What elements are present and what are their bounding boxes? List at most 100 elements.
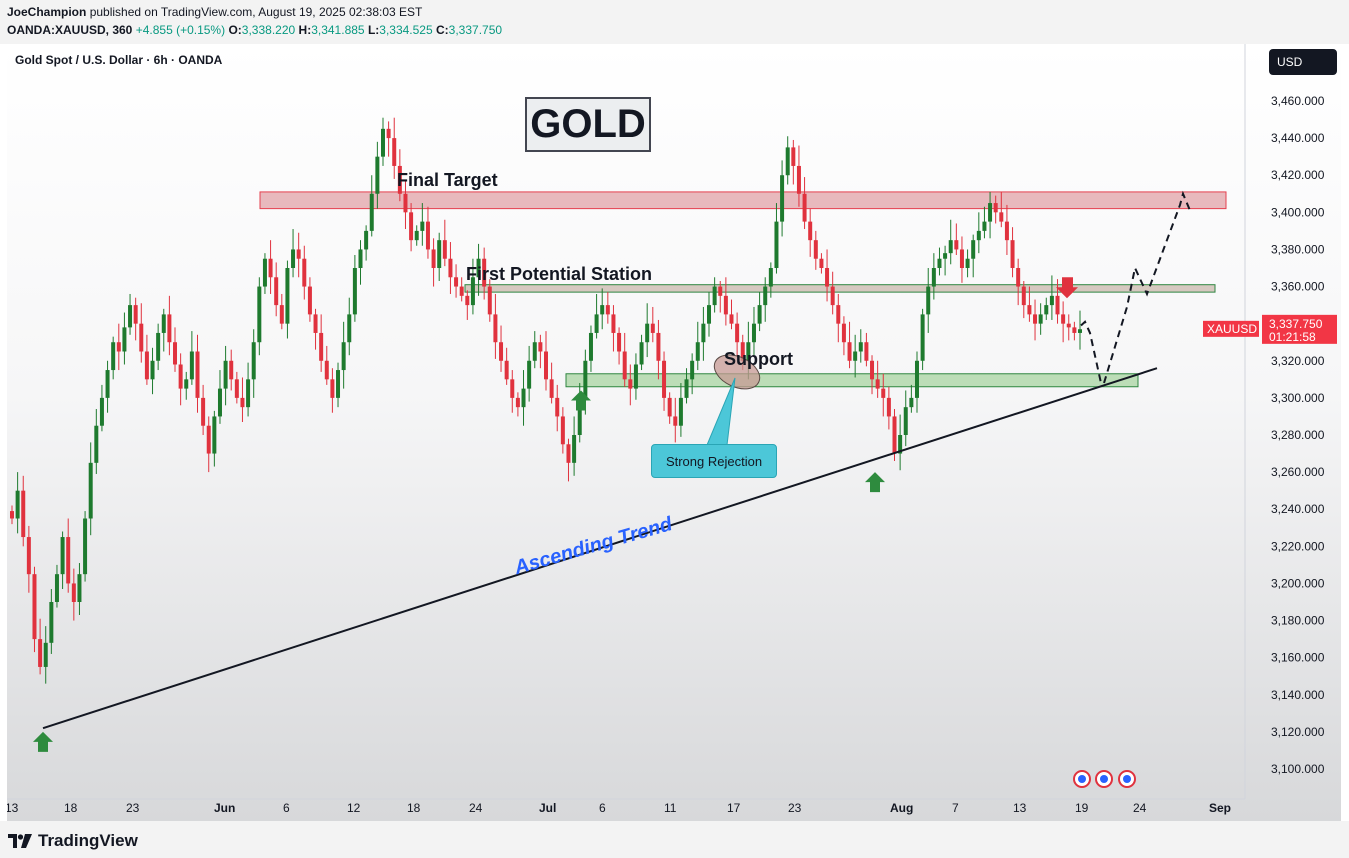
candle-body	[622, 351, 627, 380]
candle-body	[470, 277, 475, 306]
candle-body	[819, 258, 824, 268]
candle-body	[38, 639, 43, 667]
header: JoeChampion published on TradingView.com…	[0, 0, 1349, 44]
price-tag-countdown: 01:21:58	[1269, 330, 1316, 344]
candle-body	[482, 258, 487, 287]
candle-body	[628, 379, 633, 389]
ascending-trendline	[42, 367, 1158, 730]
candle-body	[499, 342, 504, 361]
candle-body	[909, 397, 914, 408]
candle-body	[380, 128, 385, 157]
zone-support	[565, 373, 1139, 388]
author[interactable]: JoeChampion	[7, 5, 87, 19]
brand-name: TradingView	[38, 831, 138, 850]
candle-body	[336, 370, 341, 398]
candle-body	[881, 388, 886, 398]
candle-body	[184, 379, 189, 389]
candle-body	[1049, 295, 1054, 306]
price-tick-label: 3,120.000	[1271, 725, 1325, 739]
candle-body	[847, 342, 852, 361]
price-tick-label: 3,380.000	[1271, 242, 1325, 256]
price-tag-value: 3,337.750	[1269, 317, 1323, 331]
time-tick-label: 19	[1075, 801, 1089, 815]
price-tick-label: 3,200.000	[1271, 576, 1325, 590]
candle-body	[1033, 314, 1038, 324]
candle-body	[454, 277, 459, 287]
candle-body	[999, 212, 1004, 222]
rejection-ellipse	[713, 354, 761, 390]
candle-body	[128, 305, 133, 328]
candle-body	[802, 193, 807, 222]
candle-body	[212, 416, 217, 454]
candle-body	[234, 379, 239, 398]
candle-body	[611, 314, 616, 333]
candle-body	[167, 314, 172, 343]
open-value: 3,338.220	[241, 23, 296, 37]
candle-body	[257, 286, 262, 343]
candle-body	[240, 397, 245, 408]
up-arrow-icon	[571, 390, 591, 411]
candle-body	[105, 370, 110, 398]
candle-body	[684, 379, 689, 398]
candle-body	[718, 286, 723, 296]
candle-body	[701, 323, 706, 343]
time-tick-label: Sep	[1209, 801, 1231, 815]
candle-body	[83, 518, 88, 575]
candle-body	[774, 221, 779, 268]
candle-body	[740, 342, 745, 361]
symbol-tag	[1203, 320, 1259, 337]
candle-body	[1055, 295, 1060, 315]
candle-body	[32, 574, 37, 640]
candle-body	[1061, 314, 1066, 324]
candle-body	[926, 286, 931, 315]
candle-body	[959, 249, 964, 268]
candle-body	[853, 351, 858, 361]
candle-body	[549, 379, 554, 398]
candle-body	[1066, 323, 1071, 328]
candle-body	[633, 364, 638, 389]
candle-body	[763, 286, 768, 306]
chart-title: Gold Spot / U.S. Dollar · 6h · OANDA	[15, 53, 223, 67]
candle-body	[319, 332, 324, 361]
price-chart[interactable]: 3,460.000 3,440.000 3,420.000 3,400.000 3,38…	[7, 44, 1341, 821]
tradingview-icon	[8, 834, 32, 848]
candle-body	[173, 342, 178, 365]
time-tick-label: Jun	[214, 801, 235, 815]
candle-body	[420, 221, 425, 231]
symbol-tag-text: XAUUSD	[1207, 322, 1257, 336]
candle-body	[43, 642, 48, 667]
candle-body	[808, 221, 813, 241]
candle-body	[21, 490, 26, 538]
candle-body	[414, 230, 419, 241]
candle-body	[352, 268, 357, 315]
candle-body	[409, 212, 414, 241]
candle-body	[1010, 240, 1015, 268]
time-tick-label: 13	[1013, 801, 1027, 815]
candle-body	[510, 379, 515, 398]
time-tick-label: 6	[283, 801, 290, 815]
candle-body	[656, 332, 661, 361]
candle-body	[285, 268, 290, 324]
footer: TradingView	[0, 821, 1349, 858]
zone-first-potential-station	[464, 284, 1216, 293]
candle-body	[712, 286, 717, 306]
price-tick-label: 3,100.000	[1271, 762, 1325, 776]
candle-body	[144, 351, 149, 380]
candle-body	[538, 342, 543, 352]
candle-body	[864, 342, 869, 361]
close-value: 3,337.750	[448, 23, 503, 37]
candle-body	[15, 490, 20, 519]
chart-area[interactable]: 3,460.000 3,440.000 3,420.000 3,400.000 3,38…	[7, 44, 1341, 821]
event-flag-icon	[1123, 775, 1131, 783]
tradingview-logo[interactable]: TradingView	[8, 831, 138, 851]
price-tag	[1262, 314, 1337, 344]
candle-body	[577, 397, 582, 435]
candle-body	[465, 295, 470, 306]
candle-body	[982, 221, 987, 231]
candle-body	[594, 314, 599, 333]
candle-body	[780, 175, 785, 222]
candle-body	[392, 138, 397, 166]
currency-button[interactable]: USD	[1269, 49, 1337, 75]
candle-body	[116, 342, 121, 352]
time-tick-label: Jul	[539, 801, 556, 815]
